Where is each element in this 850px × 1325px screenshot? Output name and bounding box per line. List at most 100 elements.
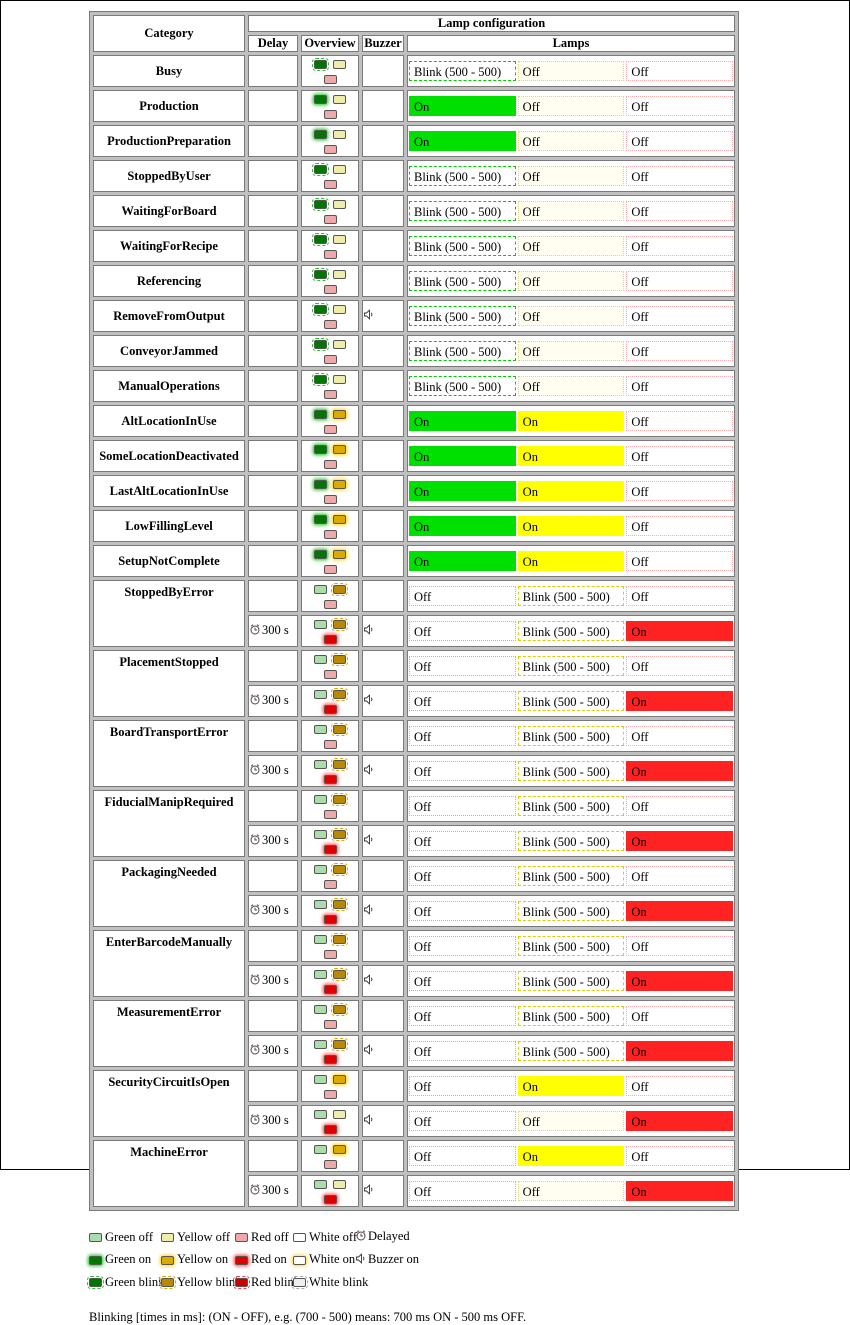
lamp-box-green: Off	[409, 831, 516, 851]
legend-label: White off	[309, 1229, 358, 1244]
delay-cell: 300 s	[248, 965, 298, 997]
lamp-box-yellow: Off	[517, 61, 625, 81]
lamp-boxes: Blink (500 - 500) Off Off	[408, 201, 734, 221]
buzzer-cell	[362, 825, 404, 857]
red-off-icon	[323, 319, 337, 329]
lamp-box-green: Off	[409, 971, 516, 991]
lamp-box-red: Off	[626, 936, 734, 956]
green-blink-icon	[312, 232, 329, 246]
legend-item-buzzer: Buzzer on	[355, 1252, 739, 1268]
overview-cell	[301, 860, 359, 892]
lamp-box-green: Off	[409, 1111, 516, 1131]
lamp-boxes: Blink (500 - 500) Off Off	[408, 61, 734, 81]
delay-cell: 300 s	[248, 1035, 298, 1067]
buzzer-icon	[363, 833, 375, 849]
red-off-icon	[323, 879, 337, 889]
lamp-box-yellow: Blink (500 - 500)	[517, 901, 625, 921]
table-row: SomeLocationDeactivated On On Off	[93, 440, 735, 472]
delay-value: 300 s	[262, 762, 289, 777]
red-off-icon	[323, 564, 337, 574]
yellow-blink-icon	[331, 967, 348, 981]
green-blink-icon	[312, 337, 329, 351]
buzzer-icon	[363, 1113, 375, 1129]
lamp-boxes: Off On Off	[408, 1076, 734, 1096]
white-off-icon	[293, 1233, 306, 1243]
overview-cell	[301, 125, 359, 157]
lamp-box-red: Off	[626, 306, 734, 326]
delayed-icon	[249, 973, 261, 989]
lamp-box-green: Blink (500 - 500)	[409, 166, 516, 186]
lamp-box-yellow: Blink (500 - 500)	[517, 586, 625, 606]
buzzer-cell	[362, 405, 404, 437]
white-on-icon	[293, 1256, 306, 1266]
lamp-box-yellow: Off	[517, 341, 625, 361]
lamp-box-green: Blink (500 - 500)	[409, 306, 516, 326]
yellow-on-icon	[333, 409, 346, 419]
lamp-box-red: Off	[626, 96, 734, 116]
delay-cell: 300 s	[248, 895, 298, 927]
buzzer-cell	[362, 580, 404, 612]
lamp-box-yellow: Blink (500 - 500)	[517, 691, 625, 711]
buzzer-cell	[362, 860, 404, 892]
green-on-icon	[89, 1256, 102, 1266]
delay-cell: 300 s	[248, 1105, 298, 1137]
lamp-boxes: Off Off On	[408, 1181, 734, 1201]
lamp-box-yellow: Blink (500 - 500)	[517, 761, 625, 781]
lamp-box-yellow: On	[517, 481, 625, 501]
buzzer-cell	[362, 55, 404, 87]
lamps-cell: Blink (500 - 500) Off Off	[407, 265, 735, 297]
category-cell: ManualOperations	[93, 370, 245, 402]
table-row: 300 s Off Blink (500 - 500) On	[93, 1035, 735, 1067]
green-on-icon	[314, 514, 327, 524]
lamp-box-red: On	[626, 691, 734, 711]
delay-value: 300 s	[262, 972, 289, 987]
legend-item-delayed: Delayed	[355, 1229, 739, 1245]
buzzer-icon	[363, 623, 375, 639]
lamp-boxes: Off Off On	[408, 1111, 734, 1131]
lamp-box-red: Off	[626, 551, 734, 571]
overview-cell	[301, 195, 359, 227]
green-on-icon	[314, 444, 327, 454]
lamp-box-yellow: Off	[517, 271, 625, 291]
category-cell: WaitingForBoard	[93, 195, 245, 227]
lamp-box-yellow: Off	[517, 376, 625, 396]
yellow-blink-icon	[331, 792, 348, 806]
lamp-box-red: On	[626, 1041, 734, 1061]
red-on-icon	[235, 1256, 248, 1266]
lamp-boxes: Off Blink (500 - 500) On	[408, 621, 734, 641]
buzzer-icon	[363, 1183, 375, 1199]
legend-label: White blink	[309, 1274, 369, 1289]
green-off-icon	[314, 1109, 327, 1119]
lamp-box-green: Off	[409, 796, 516, 816]
delay-cell	[248, 720, 298, 752]
delayed-icon	[249, 763, 261, 779]
lamp-box-green: On	[409, 481, 516, 501]
yellow-blink-icon	[331, 757, 348, 771]
lamp-boxes: Blink (500 - 500) Off Off	[408, 341, 734, 361]
yellow-off-icon	[333, 94, 346, 104]
delay-cell	[248, 1000, 298, 1032]
delay-cell	[248, 300, 298, 332]
lamp-boxes: Blink (500 - 500) Off Off	[408, 271, 734, 291]
lamp-box-yellow: Off	[517, 1111, 625, 1131]
red-off-icon	[323, 144, 337, 154]
lamps-cell: On Off Off	[407, 90, 735, 122]
buzzer-cell	[362, 195, 404, 227]
legend-label: Green on	[105, 1252, 152, 1267]
legend-item-red-off: Red off	[235, 1230, 293, 1245]
lamps-cell: Off Blink (500 - 500) On	[407, 895, 735, 927]
legend-label: Delayed	[368, 1229, 410, 1243]
overview-cell	[301, 580, 359, 612]
lamp-box-red: On	[626, 971, 734, 991]
buzzer-cell	[362, 685, 404, 717]
green-blink-icon	[312, 302, 329, 316]
delay-value: 300 s	[262, 692, 289, 707]
lamp-box-green: On	[409, 131, 516, 151]
delay-cell	[248, 475, 298, 507]
delay-cell: 300 s	[248, 1175, 298, 1207]
delay-cell: 300 s	[248, 615, 298, 647]
yellow-off-icon	[333, 164, 346, 174]
yellow-off-icon	[333, 129, 346, 139]
table-row: 300 s Off Blink (500 - 500) On	[93, 895, 735, 927]
overview-cell	[301, 1140, 359, 1172]
